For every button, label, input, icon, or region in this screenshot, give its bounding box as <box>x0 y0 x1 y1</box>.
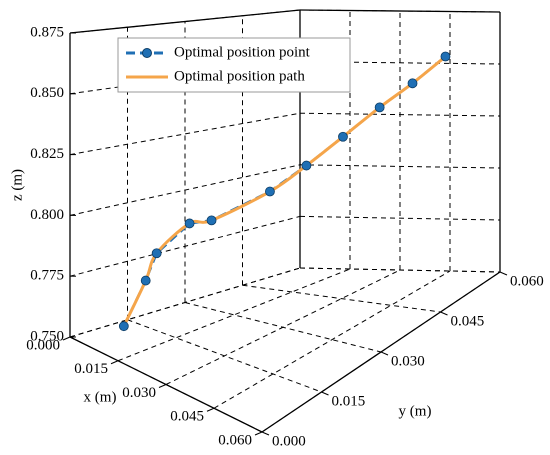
data-point <box>374 102 385 113</box>
grid-line <box>299 215 501 221</box>
grid-line <box>299 267 501 273</box>
grid-line <box>69 215 301 277</box>
x-tick-label: 0.060 <box>218 432 252 448</box>
grid-line <box>242 284 441 313</box>
grid-line <box>69 267 301 338</box>
data-point <box>338 131 348 142</box>
y-tick-label: 0.000 <box>272 433 306 449</box>
x-tick <box>110 360 119 365</box>
data-point <box>118 321 129 332</box>
y-tick <box>499 271 508 276</box>
x-tick-label: 0.015 <box>74 361 108 377</box>
x-tick <box>206 407 215 412</box>
data-point <box>407 78 418 89</box>
grid-line <box>213 270 451 409</box>
z-tick-label: 0.800 <box>30 207 64 223</box>
y-axis-label: y (m) <box>399 403 432 419</box>
grid-line <box>299 164 501 169</box>
x-tick-label: 0.000 <box>26 337 60 353</box>
data-point <box>440 51 451 62</box>
grid-line <box>127 319 322 393</box>
x-tick-label: 0.045 <box>170 409 204 425</box>
y-tick-label: 0.030 <box>391 353 425 369</box>
series-line <box>122 55 447 327</box>
data-point <box>301 160 312 171</box>
data-point <box>184 218 195 229</box>
data-point <box>206 215 217 226</box>
legend-box <box>117 37 351 93</box>
legend-label: Optimal position path <box>174 68 305 84</box>
grid-line <box>69 112 301 156</box>
y-tick <box>440 311 448 316</box>
z-tick-label: 0.875 <box>30 24 64 40</box>
data-point <box>265 186 275 197</box>
x-tick-label: 0.030 <box>122 385 156 401</box>
data-point <box>151 248 162 259</box>
grid-line <box>299 112 501 117</box>
z-tick-label: 0.825 <box>30 146 64 162</box>
grid-line <box>299 61 501 65</box>
y-tick <box>321 391 329 396</box>
y-tick-label: 0.015 <box>332 393 366 409</box>
z-tick-label: 0.850 <box>30 85 64 101</box>
legend-label: Optimal position point <box>174 44 311 60</box>
axis-line <box>299 9 501 13</box>
x-tick <box>62 336 71 341</box>
series-line <box>122 55 447 327</box>
data-point <box>140 275 151 286</box>
y-tick-label: 0.045 <box>451 313 485 329</box>
x-tick <box>254 431 263 436</box>
y-tick-label: 0.060 <box>510 273 544 289</box>
grid-line <box>69 164 301 216</box>
axis-line <box>69 9 301 34</box>
z-tick-label: 0.775 <box>30 268 64 284</box>
z-tick-label: 0.750 <box>30 328 64 344</box>
grid-line <box>117 268 351 362</box>
z-axis-label: z (m) <box>9 169 25 201</box>
x-tick <box>158 384 167 388</box>
y-tick <box>261 431 270 436</box>
x-axis-label: x (m) <box>84 389 117 405</box>
grid-line <box>184 302 382 353</box>
legend-marker <box>142 48 152 58</box>
y-tick <box>380 351 389 356</box>
